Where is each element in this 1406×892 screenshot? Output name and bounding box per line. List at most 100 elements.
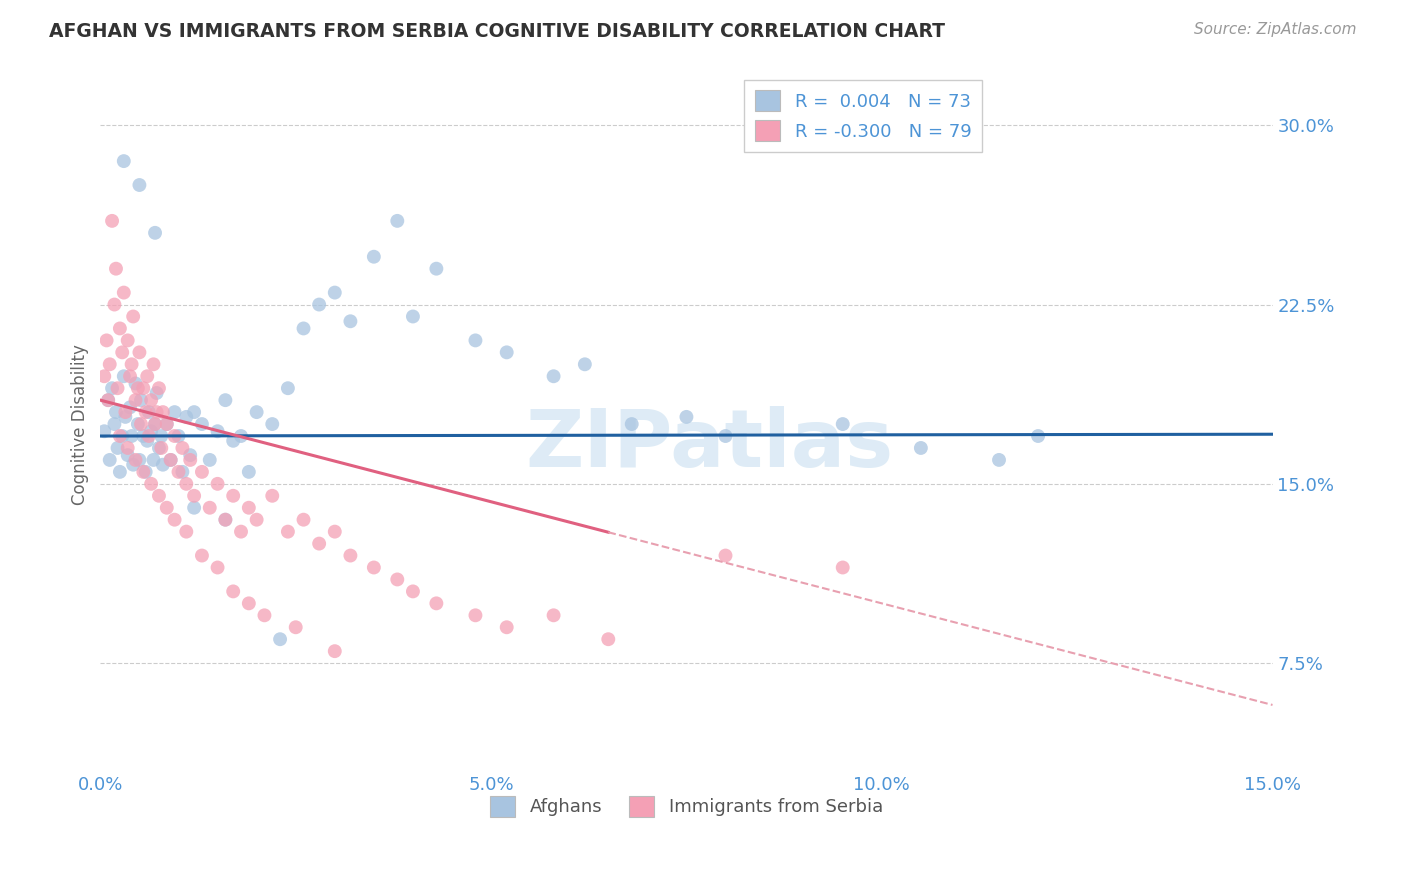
Point <box>129 393 152 408</box>
Point <box>124 393 146 408</box>
Point <box>103 417 125 431</box>
Point <box>148 489 170 503</box>
Point <box>387 573 409 587</box>
Point <box>425 596 447 610</box>
Point <box>543 608 565 623</box>
Point <box>136 369 159 384</box>
Point <box>183 489 205 503</box>
Point <box>402 584 425 599</box>
Point <box>156 417 179 431</box>
Point <box>145 405 167 419</box>
Point <box>111 345 134 359</box>
Point <box>495 620 517 634</box>
Point <box>214 393 236 408</box>
Point <box>150 441 173 455</box>
Point <box>112 285 135 300</box>
Point <box>135 465 157 479</box>
Point <box>207 560 229 574</box>
Point <box>172 441 194 455</box>
Point <box>222 489 245 503</box>
Point <box>198 500 221 515</box>
Point <box>142 453 165 467</box>
Point <box>141 476 163 491</box>
Point <box>207 424 229 438</box>
Point <box>124 453 146 467</box>
Point <box>98 357 121 371</box>
Point <box>425 261 447 276</box>
Point <box>620 417 643 431</box>
Point <box>101 381 124 395</box>
Point <box>363 250 385 264</box>
Point <box>145 386 167 401</box>
Point <box>207 476 229 491</box>
Point <box>96 334 118 348</box>
Point <box>229 429 252 443</box>
Point <box>543 369 565 384</box>
Point <box>222 584 245 599</box>
Point <box>292 513 315 527</box>
Point <box>246 405 269 419</box>
Text: ZIPatlas: ZIPatlas <box>526 406 894 483</box>
Point <box>108 465 131 479</box>
Point <box>167 429 190 443</box>
Point <box>308 536 330 550</box>
Point <box>183 500 205 515</box>
Point <box>292 321 315 335</box>
Point <box>122 310 145 324</box>
Point <box>118 369 141 384</box>
Point <box>191 549 214 563</box>
Point <box>148 441 170 455</box>
Point <box>253 608 276 623</box>
Point <box>339 314 361 328</box>
Point <box>238 500 260 515</box>
Point <box>339 549 361 563</box>
Point <box>284 620 307 634</box>
Point <box>238 596 260 610</box>
Point <box>179 453 201 467</box>
Point <box>238 465 260 479</box>
Point <box>122 458 145 472</box>
Point <box>714 429 737 443</box>
Point <box>148 381 170 395</box>
Point <box>323 285 346 300</box>
Point <box>277 524 299 539</box>
Point <box>132 465 155 479</box>
Point <box>163 429 186 443</box>
Point <box>111 429 134 443</box>
Point <box>308 297 330 311</box>
Point <box>97 393 120 408</box>
Point <box>136 434 159 448</box>
Point <box>495 345 517 359</box>
Point <box>143 226 166 240</box>
Point <box>323 524 346 539</box>
Point <box>387 214 409 228</box>
Point <box>402 310 425 324</box>
Point <box>104 261 127 276</box>
Point <box>135 405 157 419</box>
Point <box>104 405 127 419</box>
Point <box>214 513 236 527</box>
Point <box>163 405 186 419</box>
Point <box>128 178 150 192</box>
Text: Source: ZipAtlas.com: Source: ZipAtlas.com <box>1194 22 1357 37</box>
Point <box>121 429 143 443</box>
Point <box>118 401 141 415</box>
Point <box>93 369 115 384</box>
Point <box>152 405 174 419</box>
Point <box>107 441 129 455</box>
Point <box>112 154 135 169</box>
Point <box>127 381 149 395</box>
Point <box>176 409 198 424</box>
Point <box>229 524 252 539</box>
Point <box>132 381 155 395</box>
Point <box>132 429 155 443</box>
Point <box>191 465 214 479</box>
Point <box>277 381 299 395</box>
Point <box>1026 429 1049 443</box>
Point <box>163 513 186 527</box>
Point <box>117 441 139 455</box>
Point <box>262 417 284 431</box>
Point <box>124 376 146 391</box>
Point <box>222 434 245 448</box>
Point <box>101 214 124 228</box>
